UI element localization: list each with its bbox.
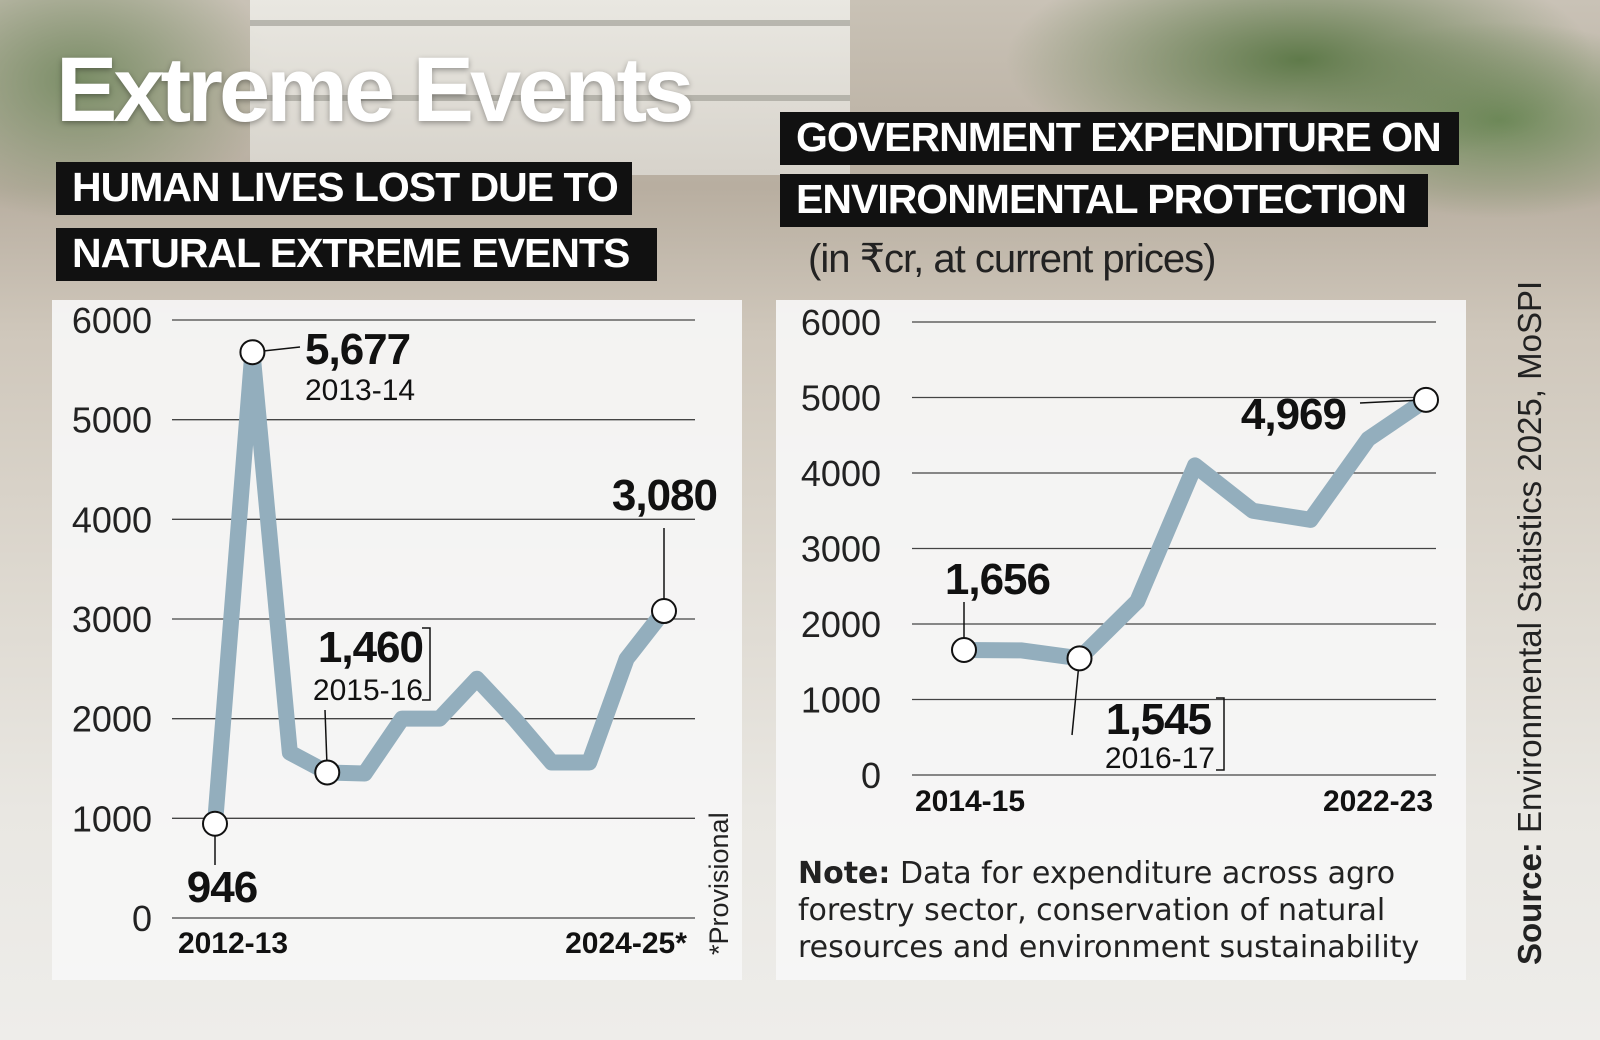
left-series-line xyxy=(207,344,672,832)
left-period-label: 2013-14 xyxy=(305,374,415,407)
main-title: Extreme Events xyxy=(56,39,694,141)
left-chart-panel xyxy=(52,300,742,980)
source-text: Environmental Statistics 2025, MoSPI xyxy=(1511,280,1548,833)
left-y-tick-label: 2000 xyxy=(72,699,152,740)
left-y-tick-label: 1000 xyxy=(72,798,152,839)
right-y-tick-label: 6000 xyxy=(801,302,881,343)
note-label: Note: xyxy=(798,856,891,891)
left-data-point-marker xyxy=(202,810,228,837)
right-series-line xyxy=(956,391,1434,667)
left-x-tick-label: 2012-13 xyxy=(178,927,288,960)
source-credit: Source: Environmental Statistics 2025, M… xyxy=(1511,281,1549,965)
right-y-tick-label: 5000 xyxy=(801,378,881,419)
right-chart-panel xyxy=(776,300,1466,980)
provisional-footnote: *Provisional xyxy=(704,812,734,955)
source-label: Source: xyxy=(1511,842,1548,965)
right-chart-note: Note: Data for expenditure across agro f… xyxy=(798,855,1458,966)
building-balcony-rail xyxy=(250,95,850,101)
right-x-tick-label: 2014-15 xyxy=(915,785,1025,818)
left-period-label: 2015-16 xyxy=(313,674,423,707)
left-y-tick-label: 6000 xyxy=(72,300,152,341)
right-y-tick-label: 1000 xyxy=(801,680,881,721)
left-y-tick-label: 4000 xyxy=(72,499,152,540)
left-x-tick-label: 2024-25* xyxy=(565,927,687,960)
right-x-tick-label: 2022-23 xyxy=(1323,785,1433,818)
left-y-tick-label: 3000 xyxy=(72,599,152,640)
left-data-point-marker xyxy=(239,339,266,366)
background-building xyxy=(250,0,850,175)
left-y-tick-label: 0 xyxy=(132,898,152,939)
right-label-bracket xyxy=(1216,697,1225,771)
building-balcony-rail xyxy=(250,20,850,26)
right-data-point-marker xyxy=(1413,386,1439,413)
left-chart-title-line-2: NATURAL EXTREME EVENTS xyxy=(56,228,658,281)
right-value-label: 1,545 xyxy=(1106,695,1212,744)
left-y-tick-label: 5000 xyxy=(72,400,152,441)
note-text: Data for expenditure across agro forestr… xyxy=(798,856,1420,965)
right-y-tick-label: 4000 xyxy=(801,453,881,494)
left-data-point-marker xyxy=(314,759,341,786)
right-period-label: 2016-17 xyxy=(1105,742,1215,775)
right-y-tick-label: 0 xyxy=(861,755,881,796)
left-value-label: 3,080 xyxy=(612,471,717,520)
left-data-point-marker xyxy=(651,598,677,625)
left-value-label: 1,460 xyxy=(318,623,423,672)
right-chart-unit-label: (in ₹cr, at current prices) xyxy=(808,237,1216,281)
right-data-point-marker xyxy=(1066,645,1093,672)
right-chart-title-line-2: ENVIRONMENTAL PROTECTION xyxy=(780,174,1428,227)
right-y-tick-label: 3000 xyxy=(801,529,881,570)
right-value-label: 1,656 xyxy=(945,555,1050,604)
right-data-point-marker xyxy=(951,636,977,663)
right-chart-title-line-1: GOVERNMENT EXPENDITURE ON xyxy=(780,112,1459,165)
left-label-bracket xyxy=(422,627,431,701)
left-chart-title-line-1: HUMAN LIVES LOST DUE TO xyxy=(56,162,632,215)
left-value-label: 5,677 xyxy=(305,325,410,374)
right-value-label: 4,969 xyxy=(1241,390,1346,439)
left-value-label: 946 xyxy=(187,863,257,912)
right-y-tick-label: 2000 xyxy=(801,604,881,645)
